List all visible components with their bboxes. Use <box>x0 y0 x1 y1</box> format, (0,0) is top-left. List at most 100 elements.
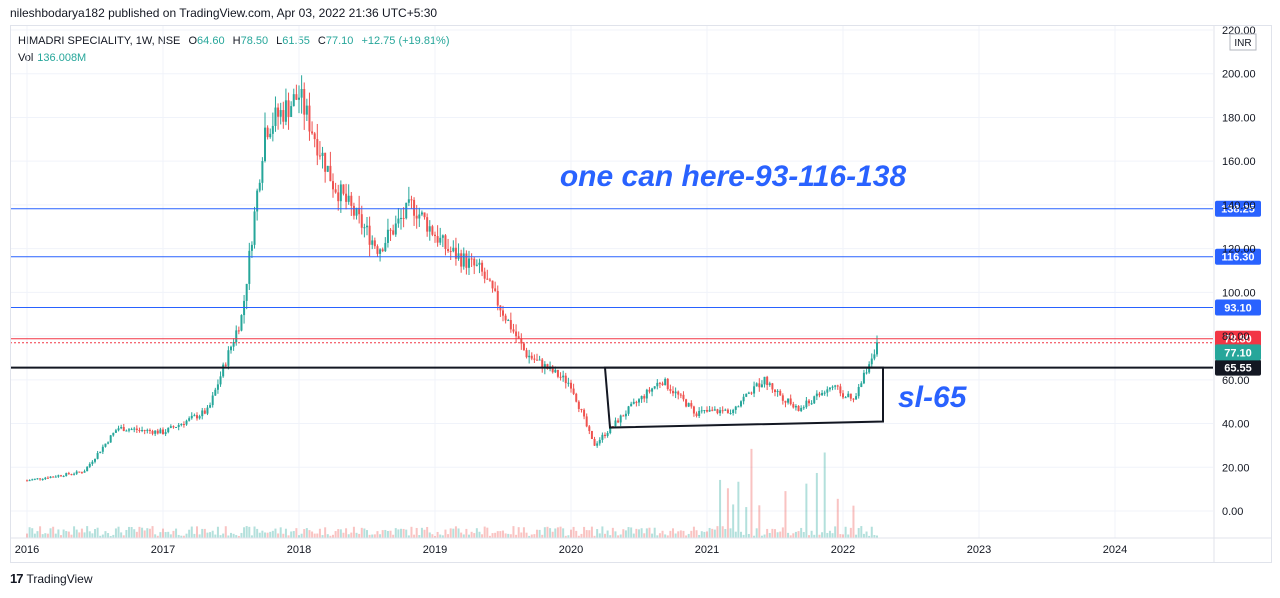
candle-body <box>431 226 434 235</box>
candle-body <box>522 343 525 351</box>
candle-body <box>28 480 31 482</box>
volume-bar <box>146 528 149 538</box>
volume-bar <box>802 532 805 538</box>
close-value: 77.10 <box>325 35 354 47</box>
last-price-box <box>1215 344 1261 361</box>
candle-body <box>305 105 308 115</box>
volume-bar <box>470 531 473 538</box>
candle-body <box>162 429 164 435</box>
candle-body <box>496 290 499 306</box>
volume-bar <box>67 531 70 538</box>
candle-body <box>88 463 91 467</box>
volume-bar <box>468 534 470 538</box>
candle-body <box>661 383 664 386</box>
volume-bar <box>763 534 766 538</box>
volume-bar <box>674 533 677 538</box>
candle-body <box>567 382 570 384</box>
y-tick-label: 20.00 <box>1222 462 1250 474</box>
candle-body <box>873 354 876 359</box>
candle-body <box>590 430 593 439</box>
candle-body <box>125 430 128 432</box>
volume-bar <box>156 535 159 538</box>
candle-body <box>658 382 661 384</box>
volume-bars <box>26 448 878 538</box>
candle-body <box>452 247 455 252</box>
candle-body <box>264 127 266 162</box>
candle-body <box>143 430 146 432</box>
y-tick-label: 160.00 <box>1222 156 1256 168</box>
volume-bar <box>481 534 484 538</box>
volume-bar <box>133 529 136 538</box>
volume-bar <box>54 533 57 538</box>
candle-body <box>164 432 167 435</box>
volume-bar <box>282 533 285 538</box>
volume-bar <box>400 528 402 538</box>
volume-bar <box>426 526 429 538</box>
volume-bar <box>447 534 450 538</box>
volume-bar <box>298 535 300 538</box>
candle-body <box>528 355 531 358</box>
candle-body <box>394 223 397 235</box>
volume-bar <box>219 535 222 538</box>
volume-bar <box>549 528 552 538</box>
volume-bar <box>292 531 295 538</box>
price-axis[interactable]: 0.00 20.00 40.00 60.00 80.00 100.00 120.00 140.… <box>1213 25 1257 562</box>
volume-legend: Vol 136.008M <box>18 52 86 64</box>
volume-bar <box>483 526 486 538</box>
candle-body <box>648 389 651 392</box>
candle-body <box>698 410 701 416</box>
candle-body <box>525 350 528 358</box>
candle-body <box>324 152 327 172</box>
candle-body <box>235 330 238 342</box>
candle-body <box>515 331 518 337</box>
volume-bar <box>870 526 873 538</box>
volume-bar <box>31 528 34 538</box>
candle-body <box>468 258 470 268</box>
x-tick-label: 2018 <box>287 544 311 556</box>
vol-label: Vol <box>18 52 34 64</box>
volume-bar <box>303 529 306 538</box>
volume-bar <box>590 526 593 538</box>
candle-body <box>533 358 536 360</box>
volume-bar <box>311 531 314 538</box>
volume-bar <box>216 526 219 538</box>
volume-bar <box>857 528 860 538</box>
candle-body <box>159 429 162 434</box>
volume-bar <box>583 526 586 538</box>
price-label-box <box>1215 359 1261 376</box>
candle-body <box>83 471 86 473</box>
volume-bar <box>755 528 758 538</box>
volume-bar <box>729 528 732 538</box>
candle-body <box>460 253 463 267</box>
volume-bar <box>695 530 698 538</box>
volume-bar <box>745 507 748 538</box>
candle-body <box>502 310 504 316</box>
candle-body <box>536 359 538 361</box>
candle-body <box>685 399 688 407</box>
candle-body <box>821 392 824 396</box>
candle-body <box>609 426 612 434</box>
candle-body <box>802 407 805 409</box>
candle-body <box>836 385 839 387</box>
volume-bar <box>329 535 332 538</box>
price-label: 78.80 <box>1224 334 1252 346</box>
candle-body <box>530 355 533 359</box>
volume-bar <box>465 528 468 538</box>
candle-body <box>491 280 494 289</box>
volume-bar <box>235 535 238 538</box>
x-tick-label: 2023 <box>967 544 991 556</box>
candle-body <box>687 403 690 407</box>
volume-bar <box>227 535 230 538</box>
candle-body <box>457 253 460 259</box>
candle-body <box>185 420 188 425</box>
volume-bar <box>101 534 104 538</box>
candle-body <box>405 202 408 219</box>
time-axis[interactable]: 2016 2017 2018 2019 2020 2021 2022 2023 2024 <box>10 537 1271 556</box>
volume-bar <box>91 533 94 538</box>
candle-body <box>120 426 123 429</box>
volume-bar <box>779 531 782 538</box>
volume-bar <box>177 534 180 538</box>
candle-body <box>253 211 256 245</box>
volume-bar <box>737 481 740 538</box>
